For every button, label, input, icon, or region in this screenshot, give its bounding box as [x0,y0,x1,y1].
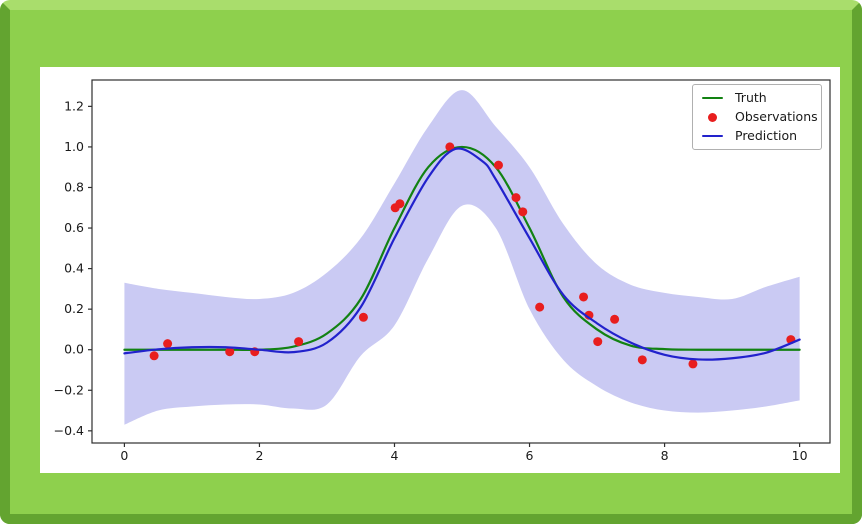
observation-dot [593,337,603,347]
y-tick-label: 1.2 [64,98,84,113]
axes-spines [91,79,831,444]
observation-dot [579,292,589,302]
legend-item-observations: Observations [702,109,818,125]
observation-dot [518,207,528,217]
observation-dot [395,199,405,209]
legend-label-observations: Observations [735,109,818,124]
observation-points [149,142,796,369]
x-tick-label: 8 [661,448,669,463]
observation-dot [163,339,173,349]
observation-dot [535,302,545,312]
observation-dot [511,193,521,203]
x-axis: 0 2 4 6 8 10 [120,443,808,463]
prediction-line-swatch [702,134,726,138]
y-tick-label: 1.0 [64,139,84,154]
observation-dot [688,359,698,369]
x-tick-label: 0 [120,448,128,463]
chart-svg: 0 2 4 6 8 10 −0.4 −0.2 0.0 0.2 0.4 0.6 0.8 1.0 1.2 [54,79,831,463]
observation-dot [493,160,503,170]
y-axis: −0.4 −0.2 0.0 0.2 0.4 0.6 0.8 1.0 1.2 [54,98,92,438]
observation-dot [637,355,647,365]
y-tick-label: 0.6 [64,220,84,235]
y-tick-label: −0.2 [54,382,84,397]
y-tick-label: 0.4 [64,261,84,276]
observation-dot [225,347,235,357]
y-tick-label: 0.2 [64,301,84,316]
truth-line [123,145,801,352]
legend: Truth Observations Prediction [692,84,822,150]
x-tick-label: 4 [391,448,399,463]
observation-dot [610,314,620,324]
x-tick-label: 10 [792,448,808,463]
truth-line-swatch [702,96,726,100]
y-tick-label: 0.8 [64,179,84,194]
legend-label-truth: Truth [735,90,767,105]
x-tick-label: 2 [255,448,263,463]
legend-item-truth: Truth [702,90,813,106]
observation-dot [294,337,304,347]
observation-dot [149,351,159,361]
plot-card: 0 2 4 6 8 10 −0.4 −0.2 0.0 0.2 0.4 0.6 0.8 1.0 1.2 Tru… [40,67,840,473]
y-tick-label: −0.4 [54,423,84,438]
legend-item-prediction: Prediction [702,128,813,144]
observation-dot [358,312,368,322]
x-tick-label: 6 [526,448,534,463]
y-tick-label: 0.0 [64,342,84,357]
confidence-band [124,90,800,425]
legend-label-prediction: Prediction [735,128,798,143]
prediction-line [123,147,801,361]
observations-dot-swatch [702,112,726,122]
